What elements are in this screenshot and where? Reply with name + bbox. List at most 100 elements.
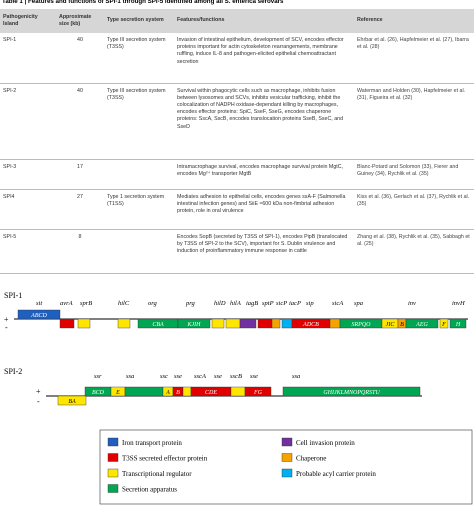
gene-box	[329, 318, 341, 329]
table-cell: Type III secretion system (T3SS)	[104, 83, 174, 160]
table-row: SPI-2 40 Type III secretion system (T3SS) S…	[0, 83, 474, 160]
gene-box	[117, 318, 131, 329]
table-cell: 40	[56, 33, 104, 84]
gene-box-label: ABCD	[30, 313, 47, 319]
legend-label: Iron transport protein	[122, 439, 182, 447]
table-row: SPI-3 17 Intramacrophage survival, encodes…	[0, 159, 474, 190]
gene-label: hilA	[230, 300, 241, 307]
gene-box-label: AEG	[415, 322, 428, 328]
gene-box	[230, 386, 246, 397]
gene-box	[449, 318, 467, 329]
gene-box	[239, 318, 257, 329]
gene-box-label: E	[115, 390, 120, 396]
table-cell: Encodes SopB (secreted by T3SS of SPI-1)…	[174, 229, 354, 274]
table-cell: SPI4	[0, 189, 56, 230]
header-cell: Pathogenicity Island	[0, 9, 56, 33]
island-label: SPI-2	[4, 367, 22, 376]
table-cell: Type 1 secretion system (T1SS)	[104, 189, 174, 230]
legend-swatch	[281, 468, 293, 478]
gene-box	[177, 318, 211, 329]
gene-label: org	[148, 300, 158, 307]
strand-label: -	[37, 397, 40, 406]
table-cell: Survival within phagocytic cells such as…	[174, 83, 354, 160]
table-block: Table 1 | Features and functions of SPI-…	[0, 0, 474, 274]
gene-label: sptP	[262, 300, 274, 307]
strand-label: +	[36, 387, 41, 396]
table-cell	[104, 229, 174, 274]
table-cell: Zhang et al. (38), Rychlik et al. (35), …	[354, 229, 474, 274]
gene-box	[77, 318, 91, 329]
gene-label: sscB	[230, 373, 242, 380]
table-title: Table 1 | Features and functions of SPI-…	[2, 0, 284, 5]
gene-box-label: B	[400, 322, 404, 328]
gene-box-label: GHIJKLMNOPQRSTU	[323, 390, 380, 396]
header-cell: Reference	[354, 9, 474, 33]
gene-box	[124, 386, 164, 397]
table-cell: 40	[56, 83, 104, 160]
gene-label: spa	[354, 300, 363, 307]
gene-box	[439, 318, 449, 329]
gene-box-label: SRPQO	[352, 322, 372, 328]
gene-box	[244, 386, 272, 397]
header-cell: Approximate size (kb)	[56, 9, 104, 33]
gene-box-label: B	[176, 390, 180, 396]
gene-label: iacP	[289, 300, 301, 307]
table-row: SPI-1 40 Type III secretion system (T3SS) I…	[0, 33, 474, 84]
legend-swatch	[281, 437, 293, 447]
gene-diagram: SPI-1+-sit avrA sprB hilC org prg hilD hilA iagB…	[4, 291, 473, 505]
strand-label: -	[5, 323, 8, 332]
gene-box-label: A	[165, 390, 170, 396]
table-cell: Kiss et al. (36), Gerlach et al. (37), R…	[354, 189, 474, 230]
gene-label: sse	[174, 373, 182, 380]
gene-label: sit	[36, 300, 42, 307]
gene-label: prg	[185, 300, 196, 307]
gene-box	[225, 318, 241, 329]
gene-box	[17, 309, 61, 320]
gene-box-label: KJIH	[187, 322, 202, 328]
header-cell: Features/functions	[174, 9, 354, 33]
table-cell: 27	[56, 189, 104, 230]
legend-label: Probable acyl carrier protein	[296, 470, 376, 478]
table-row: SPI-5 8 Encodes SopB (secreted by T3SS of …	[0, 229, 474, 274]
table-cell: SPI-2	[0, 83, 56, 160]
gene-label: sscA	[194, 373, 206, 380]
header-cell: Type secretion system	[104, 9, 174, 33]
gene-box	[281, 318, 293, 329]
gene-label: inv	[408, 300, 416, 307]
table-cell: SPI-3	[0, 159, 56, 190]
gene-label: sprB	[80, 300, 92, 307]
gene-label: invH	[452, 300, 465, 307]
gene-box-label: BA	[68, 399, 76, 405]
table-cell: Ehrbar et al. (26), Hapfelmeier et al. (…	[354, 33, 474, 84]
table-row: SPI4 27 Type 1 secretion system (T1SS) Medi…	[0, 189, 474, 230]
gene-box	[182, 386, 192, 397]
table-cell	[104, 159, 174, 190]
gene-box-label: BCD	[92, 390, 105, 396]
gene-box-label: H	[455, 322, 461, 328]
island-label: SPI-1	[4, 291, 22, 300]
table-cell: SPI-1	[0, 33, 56, 84]
gene-label: ssc	[160, 373, 168, 380]
legend-label: Chaperone	[296, 455, 326, 463]
legend-label: Transcriptional regulator	[122, 470, 192, 478]
gene-label: sip	[306, 300, 314, 307]
gene-box	[57, 395, 87, 406]
gene-box	[211, 318, 225, 329]
legend-label: Secretion apparatus	[122, 486, 177, 494]
table-cell: SPI-5	[0, 229, 56, 274]
strand-label: +	[4, 315, 9, 324]
table-cell: 8	[56, 229, 104, 274]
gene-label: hilC	[118, 300, 130, 307]
legend-label: Cell invasion protein	[296, 439, 355, 447]
gene-box-label: CBA	[152, 322, 164, 328]
table: Pathogenicity Island Approximate size (kb…	[0, 9, 474, 274]
header-row: Pathogenicity Island Approximate size (kb…	[0, 9, 474, 33]
gene-box-label: CDE	[205, 390, 217, 396]
legend-label: T3SS secreted effector protein	[122, 455, 208, 463]
gene-box	[405, 318, 439, 329]
gene-box-label: JIC	[386, 322, 396, 328]
gene-label: ssr	[94, 373, 102, 380]
gene-label: sicP	[276, 300, 287, 307]
legend-swatch	[107, 437, 119, 447]
